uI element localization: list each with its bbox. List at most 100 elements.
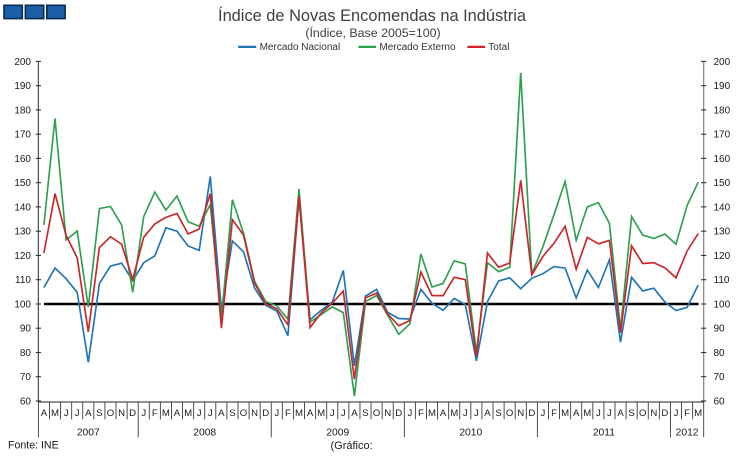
svg-text:130: 130 [714, 227, 731, 238]
svg-text:S: S [96, 408, 102, 419]
svg-text:J: J [607, 408, 612, 419]
svg-text:A: A [174, 408, 181, 419]
svg-text:S: S [628, 408, 634, 419]
svg-text:J: J [330, 408, 335, 419]
svg-text:2011: 2011 [593, 428, 615, 439]
svg-text:J: J [208, 408, 213, 419]
svg-text:A: A [307, 408, 314, 419]
svg-text:80: 80 [20, 348, 32, 359]
svg-text:110: 110 [15, 275, 31, 286]
svg-text:J: J [596, 408, 601, 419]
svg-text:2012: 2012 [676, 428, 699, 439]
svg-text:180: 180 [14, 105, 31, 116]
svg-text:2008: 2008 [193, 428, 216, 439]
svg-text:Fonte: INE: Fonte: INE [8, 440, 59, 452]
svg-text:140: 140 [14, 202, 31, 213]
svg-text:A: A [440, 408, 447, 419]
svg-text:J: J [141, 408, 146, 419]
svg-text:M: M [295, 408, 303, 419]
svg-text:70: 70 [20, 372, 32, 383]
svg-text:J: J [407, 408, 412, 419]
svg-text:S: S [229, 408, 235, 419]
svg-text:N: N [517, 408, 524, 419]
svg-text:100: 100 [714, 299, 731, 310]
svg-text:D: D [129, 408, 136, 419]
svg-text:90: 90 [20, 324, 32, 335]
svg-text:N: N [251, 408, 258, 419]
svg-text:90: 90 [714, 324, 726, 335]
svg-text:O: O [639, 408, 646, 419]
svg-text:170: 170 [714, 130, 731, 141]
svg-text:A: A [41, 408, 48, 419]
svg-text:80: 80 [714, 348, 726, 359]
svg-text:120: 120 [14, 251, 31, 262]
svg-text:2007: 2007 [77, 428, 100, 439]
svg-text:A: A [484, 408, 491, 419]
svg-text:160: 160 [714, 154, 731, 165]
svg-text:M: M [450, 408, 458, 419]
svg-text:J: J [75, 408, 80, 419]
svg-text:S: S [495, 408, 501, 419]
svg-text:O: O [107, 408, 114, 419]
svg-text:140: 140 [714, 202, 731, 213]
svg-text:F: F [152, 408, 158, 419]
svg-text:2010: 2010 [459, 428, 482, 439]
svg-text:M: M [694, 408, 702, 419]
svg-text:180: 180 [714, 105, 731, 116]
svg-text:2009: 2009 [326, 428, 349, 439]
svg-text:150: 150 [714, 178, 731, 189]
svg-text:O: O [240, 408, 247, 419]
svg-text:M: M [184, 408, 192, 419]
svg-text:J: J [64, 408, 69, 419]
svg-text:D: D [528, 408, 535, 419]
svg-text:F: F [285, 408, 291, 419]
svg-text:200: 200 [14, 57, 31, 68]
svg-text:J: J [541, 408, 546, 419]
svg-text:J: J [197, 408, 202, 419]
svg-text:160: 160 [14, 154, 31, 165]
svg-text:O: O [506, 408, 513, 419]
svg-text:J: J [463, 408, 468, 419]
svg-text:F: F [551, 408, 557, 419]
svg-text:Mercado Nacional: Mercado Nacional [260, 42, 341, 53]
svg-text:A: A [218, 408, 225, 419]
svg-text:N: N [384, 408, 391, 419]
svg-text:J: J [341, 408, 346, 419]
svg-text:Índice de Novas Encomendas na: Índice de Novas Encomendas na Indústria [218, 6, 527, 25]
svg-text:130: 130 [14, 227, 31, 238]
svg-text:F: F [684, 408, 690, 419]
svg-text:D: D [661, 408, 668, 419]
svg-text:190: 190 [14, 81, 31, 92]
svg-text:110: 110 [714, 275, 730, 286]
svg-text:M: M [51, 408, 59, 419]
svg-text:M: M [317, 408, 325, 419]
svg-text:F: F [418, 408, 424, 419]
svg-text:Mercado Externo: Mercado Externo [379, 42, 456, 53]
svg-text:M: M [428, 408, 436, 419]
svg-text:O: O [373, 408, 380, 419]
svg-text:(Índice, Base 2005=100): (Índice, Base 2005=100) [305, 25, 440, 40]
svg-text:(Gráfico:: (Gráfico: [331, 440, 373, 452]
svg-text:D: D [262, 408, 269, 419]
svg-text:120: 120 [714, 251, 731, 262]
svg-text:J: J [474, 408, 479, 419]
svg-text:70: 70 [714, 372, 726, 383]
svg-text:M: M [162, 408, 170, 419]
svg-text:60: 60 [714, 396, 726, 407]
svg-text:M: M [583, 408, 591, 419]
svg-text:A: A [85, 408, 92, 419]
svg-text:190: 190 [714, 81, 731, 92]
svg-text:100: 100 [14, 299, 31, 310]
svg-text:S: S [362, 408, 368, 419]
svg-text:J: J [674, 408, 679, 419]
svg-text:J: J [274, 408, 279, 419]
svg-text:D: D [395, 408, 402, 419]
svg-text:N: N [118, 408, 125, 419]
svg-text:N: N [650, 408, 657, 419]
svg-text:60: 60 [20, 396, 32, 407]
svg-text:A: A [617, 408, 624, 419]
svg-text:A: A [573, 408, 580, 419]
svg-text:200: 200 [714, 57, 731, 68]
svg-text:M: M [561, 408, 569, 419]
svg-text:Total: Total [488, 42, 509, 53]
